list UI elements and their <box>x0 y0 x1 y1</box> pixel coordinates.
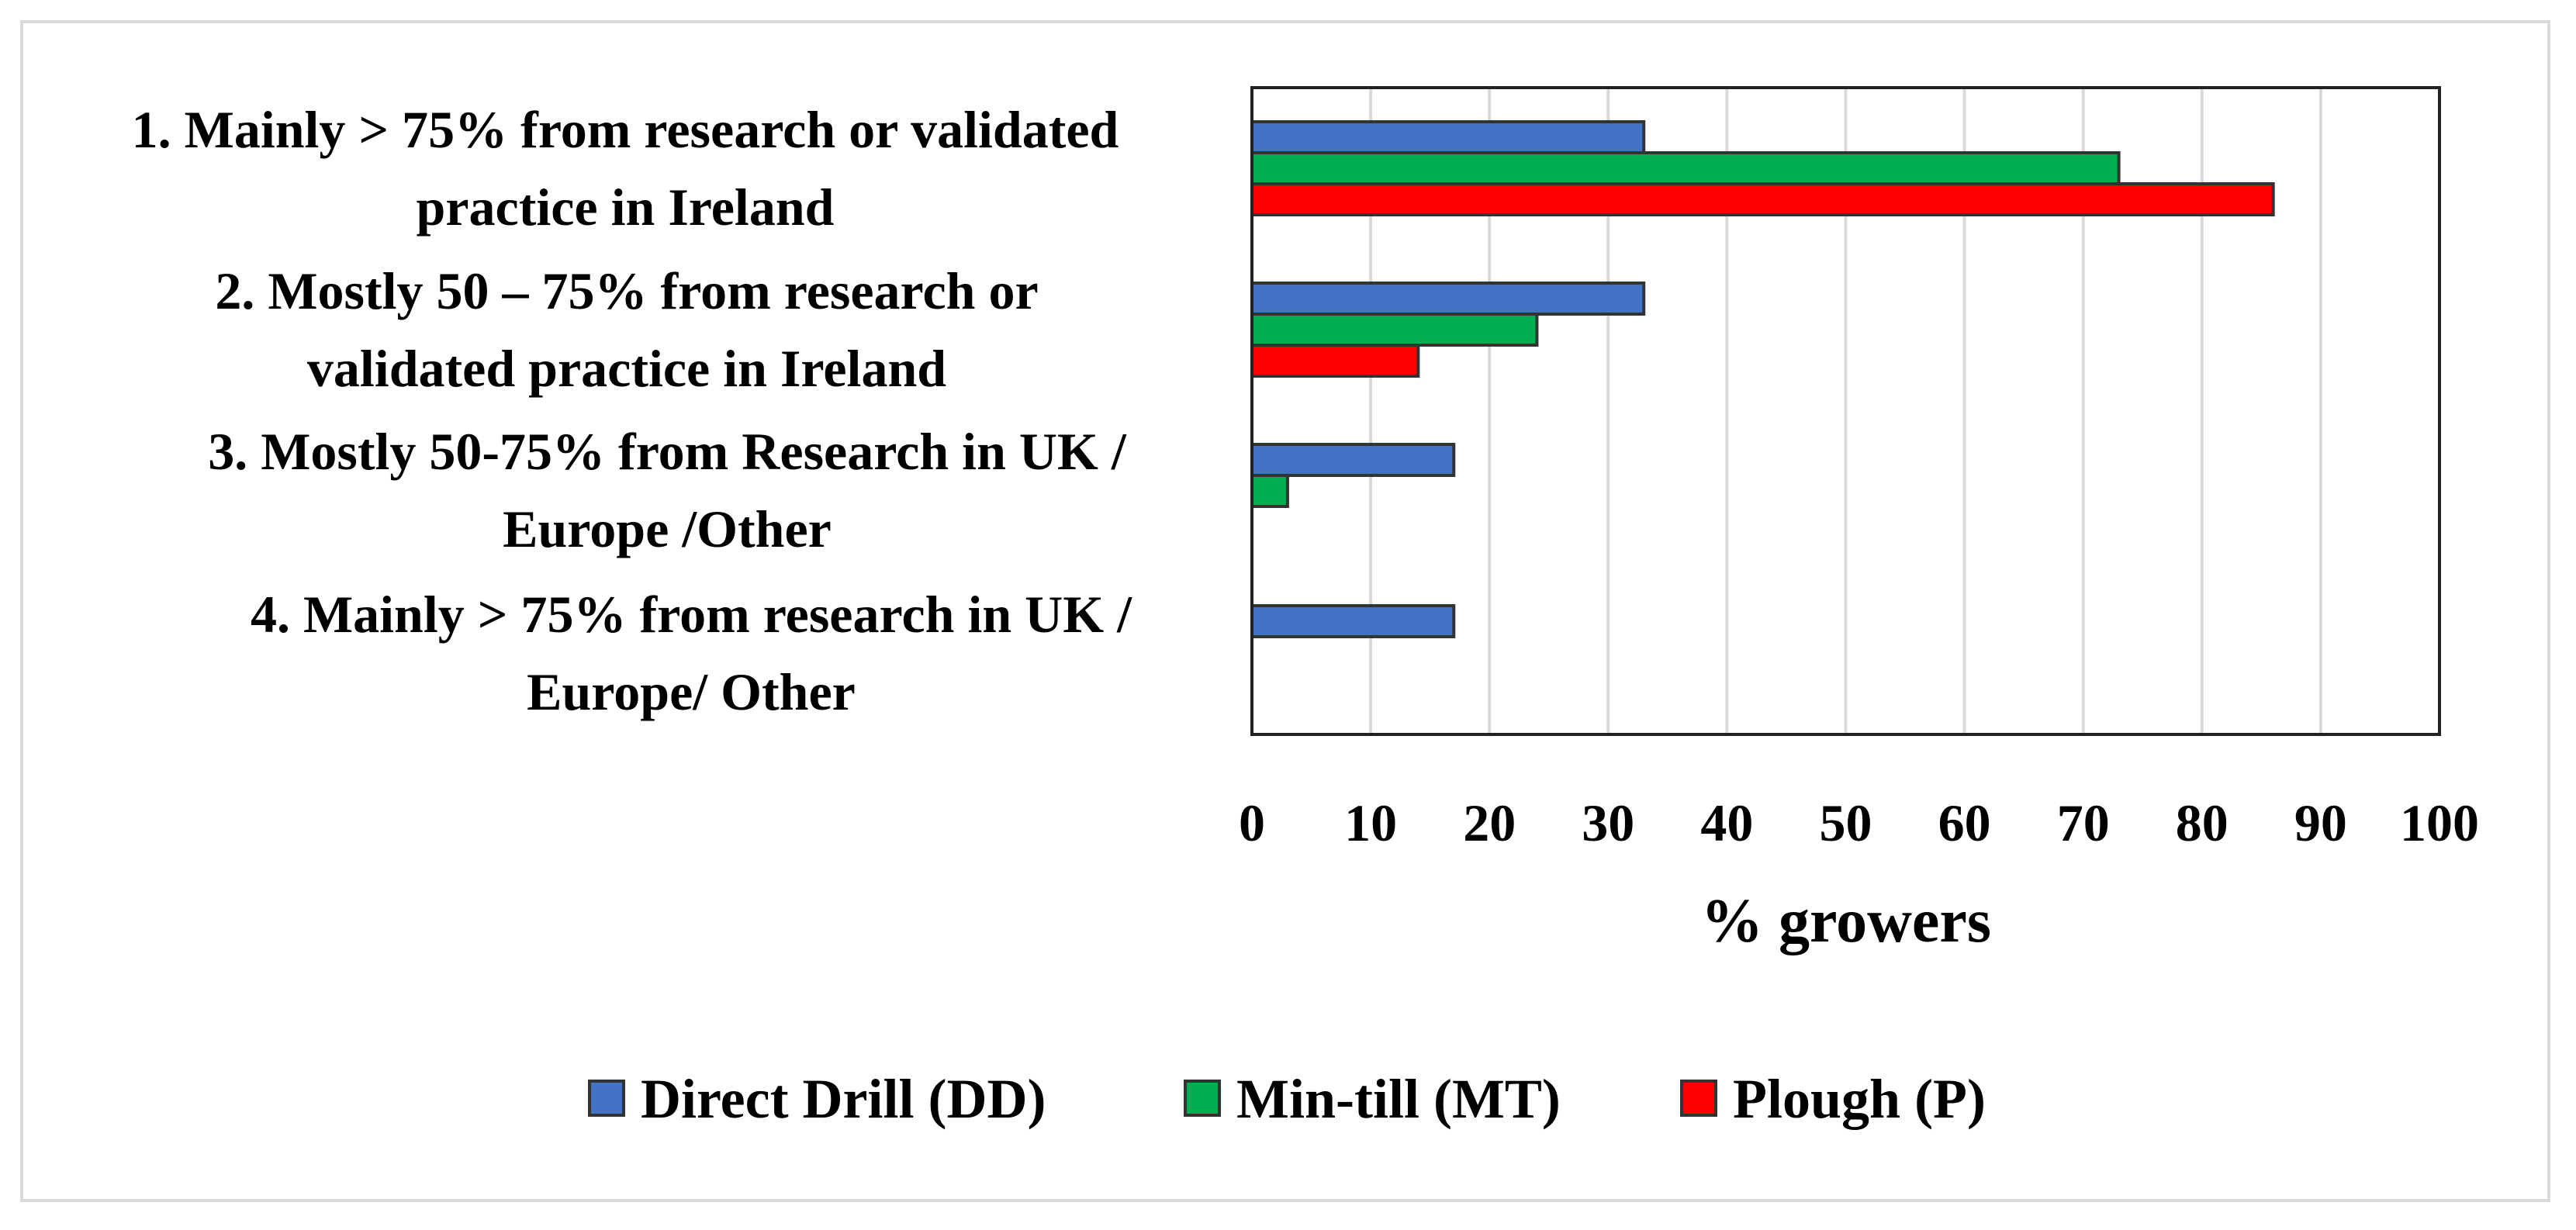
x-tick-100: 100 <box>2400 793 2479 852</box>
bar-1-direct-drill-dd <box>1250 120 1646 154</box>
bar-3-direct-drill-dd <box>1250 443 1456 477</box>
category-label-4-line-2: Europe/ Other <box>527 662 856 721</box>
legend-label-3: Plough (P) <box>1733 1068 1986 1130</box>
category-label-1-line-2: practice in Ireland <box>417 178 835 237</box>
x-tick-20: 20 <box>1463 793 1516 852</box>
legend: Direct Drill (DD) Min-till (MT) Plough (P) <box>588 1068 1986 1130</box>
figure-frame <box>20 20 2550 1202</box>
legend-label-1: Direct Drill (DD) <box>641 1068 1046 1130</box>
x-tick-80: 80 <box>2176 793 2228 852</box>
category-label-2-line-2: validated practice in Ireland <box>307 339 946 398</box>
category-label-1-line-1: 1. Mainly > 75% from research or validat… <box>132 100 1119 159</box>
x-tick-70: 70 <box>2057 793 2110 852</box>
plot-area-border <box>1250 86 2441 736</box>
x-tick-40: 40 <box>1700 793 1753 852</box>
x-tick-labels: 0 10 20 30 40 50 60 70 80 90 100 <box>1239 793 2479 852</box>
bar-4-direct-drill-dd <box>1250 604 1456 638</box>
category-label-3-line-2: Europe /Other <box>503 499 832 558</box>
bar-1-plough-p <box>1250 182 2275 216</box>
legend-label-2: Min-till (MT) <box>1236 1068 1561 1130</box>
category-label-3-line-1: 3. Mostly 50-75% from Research in UK / <box>208 422 1127 481</box>
x-tick-30: 30 <box>1582 793 1634 852</box>
category-label-2-line-1: 2. Mostly 50 – 75% from research or <box>215 261 1038 320</box>
legend-swatch-3 <box>1680 1080 1717 1117</box>
bar-2-plough-p <box>1250 344 1420 378</box>
bar-2-direct-drill-dd <box>1250 282 1646 316</box>
legend-swatch-1 <box>588 1080 625 1117</box>
category-labels: 1. Mainly > 75% from research or validat… <box>132 100 1133 721</box>
x-tick-60: 60 <box>1938 793 1991 852</box>
x-axis-title: % growers <box>1701 887 1991 955</box>
bar-3-min-till-mt <box>1250 474 1289 508</box>
bar-1-min-till-mt <box>1250 151 2121 185</box>
bars <box>1250 120 2275 638</box>
bar-2-min-till-mt <box>1250 313 1539 347</box>
x-tick-10: 10 <box>1344 793 1397 852</box>
legend-swatch-2 <box>1184 1080 1221 1117</box>
x-tick-0: 0 <box>1239 793 1265 852</box>
x-tick-90: 90 <box>2294 793 2347 852</box>
x-tick-50: 50 <box>1820 793 1872 852</box>
category-label-4-line-1: 4. Mainly > 75% from research in UK / <box>251 585 1132 644</box>
